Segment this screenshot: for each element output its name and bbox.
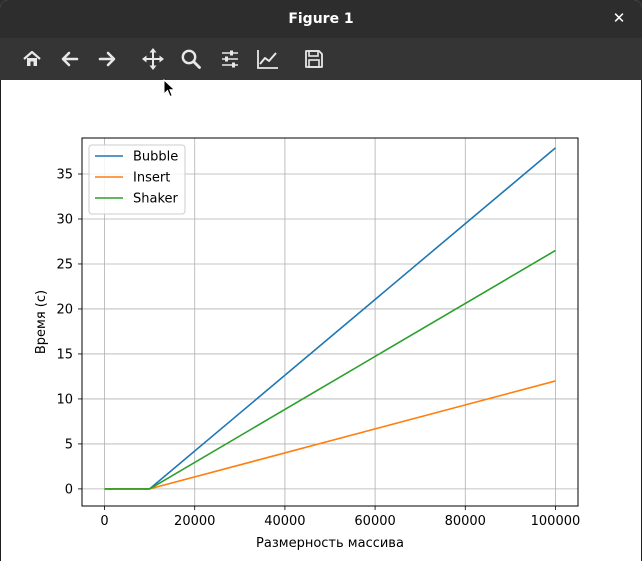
zoom-button[interactable]	[177, 45, 205, 73]
y-tick-label: 10	[56, 392, 73, 407]
edit-axis-button[interactable]	[254, 45, 282, 73]
legend-label: Insert	[133, 171, 170, 186]
legend: Bubble Insert Shaker	[88, 144, 186, 215]
arrow-left-icon	[61, 51, 79, 67]
y-tick-label: 5	[65, 437, 73, 452]
y-axis-label: Время (с)	[34, 290, 49, 354]
pan-button[interactable]	[139, 45, 167, 73]
line-chart-icon	[257, 50, 278, 69]
home-button[interactable]	[18, 45, 46, 73]
x-axis-label: Размерность массива	[256, 536, 404, 551]
save-button[interactable]	[300, 45, 328, 73]
x-tick-label: 100000	[531, 514, 581, 529]
x-tick-label: 60000	[354, 514, 395, 529]
close-icon[interactable]: ✕	[612, 9, 626, 27]
title-bar: Figure 1 ✕	[0, 0, 642, 38]
sliders-icon	[222, 50, 238, 68]
grid-lines	[82, 138, 578, 506]
navigation-toolbar	[0, 38, 642, 80]
x-tick-label: 20000	[174, 514, 215, 529]
series-lines	[104, 147, 556, 490]
x-tick-label: 0	[100, 514, 108, 529]
arrow-right-icon	[98, 51, 116, 67]
figure-canvas[interactable]: 0 20000 40000 60000 80000 100000 0 5 10 15 20 25 30 3…	[0, 80, 642, 561]
mouse-pointer-icon	[163, 79, 176, 98]
move-icon	[142, 48, 164, 70]
home-icon	[23, 50, 41, 66]
x-tick-label: 40000	[264, 514, 305, 529]
window-title: Figure 1	[288, 11, 354, 27]
axes-frame	[81, 137, 579, 507]
chart: 0 20000 40000 60000 80000 100000 0 5 10 15 20 25 30 3…	[34, 137, 580, 551]
y-tick-label: 35	[56, 167, 73, 182]
legend-box	[88, 144, 186, 215]
y-tick-label: 30	[56, 212, 73, 227]
magnifier-icon	[181, 49, 201, 69]
y-tick-label: 0	[65, 482, 73, 497]
back-button[interactable]	[56, 45, 84, 73]
y-tick-label: 15	[56, 347, 73, 362]
forward-button[interactable]	[93, 45, 121, 73]
x-tick-label: 80000	[445, 514, 486, 529]
configure-subplots-button[interactable]	[216, 45, 244, 73]
series-line-shaker	[104, 249, 556, 490]
y-tick-label: 20	[56, 302, 73, 317]
series-line-insert	[104, 380, 556, 490]
axis-ticks: 0 20000 40000 60000 80000 100000 0 5 10 15 20 25 30 3…	[56, 167, 580, 529]
y-tick-label: 25	[56, 257, 73, 272]
legend-label: Shaker	[133, 192, 179, 207]
floppy-disk-icon	[305, 50, 323, 68]
legend-label: Bubble	[133, 150, 178, 165]
